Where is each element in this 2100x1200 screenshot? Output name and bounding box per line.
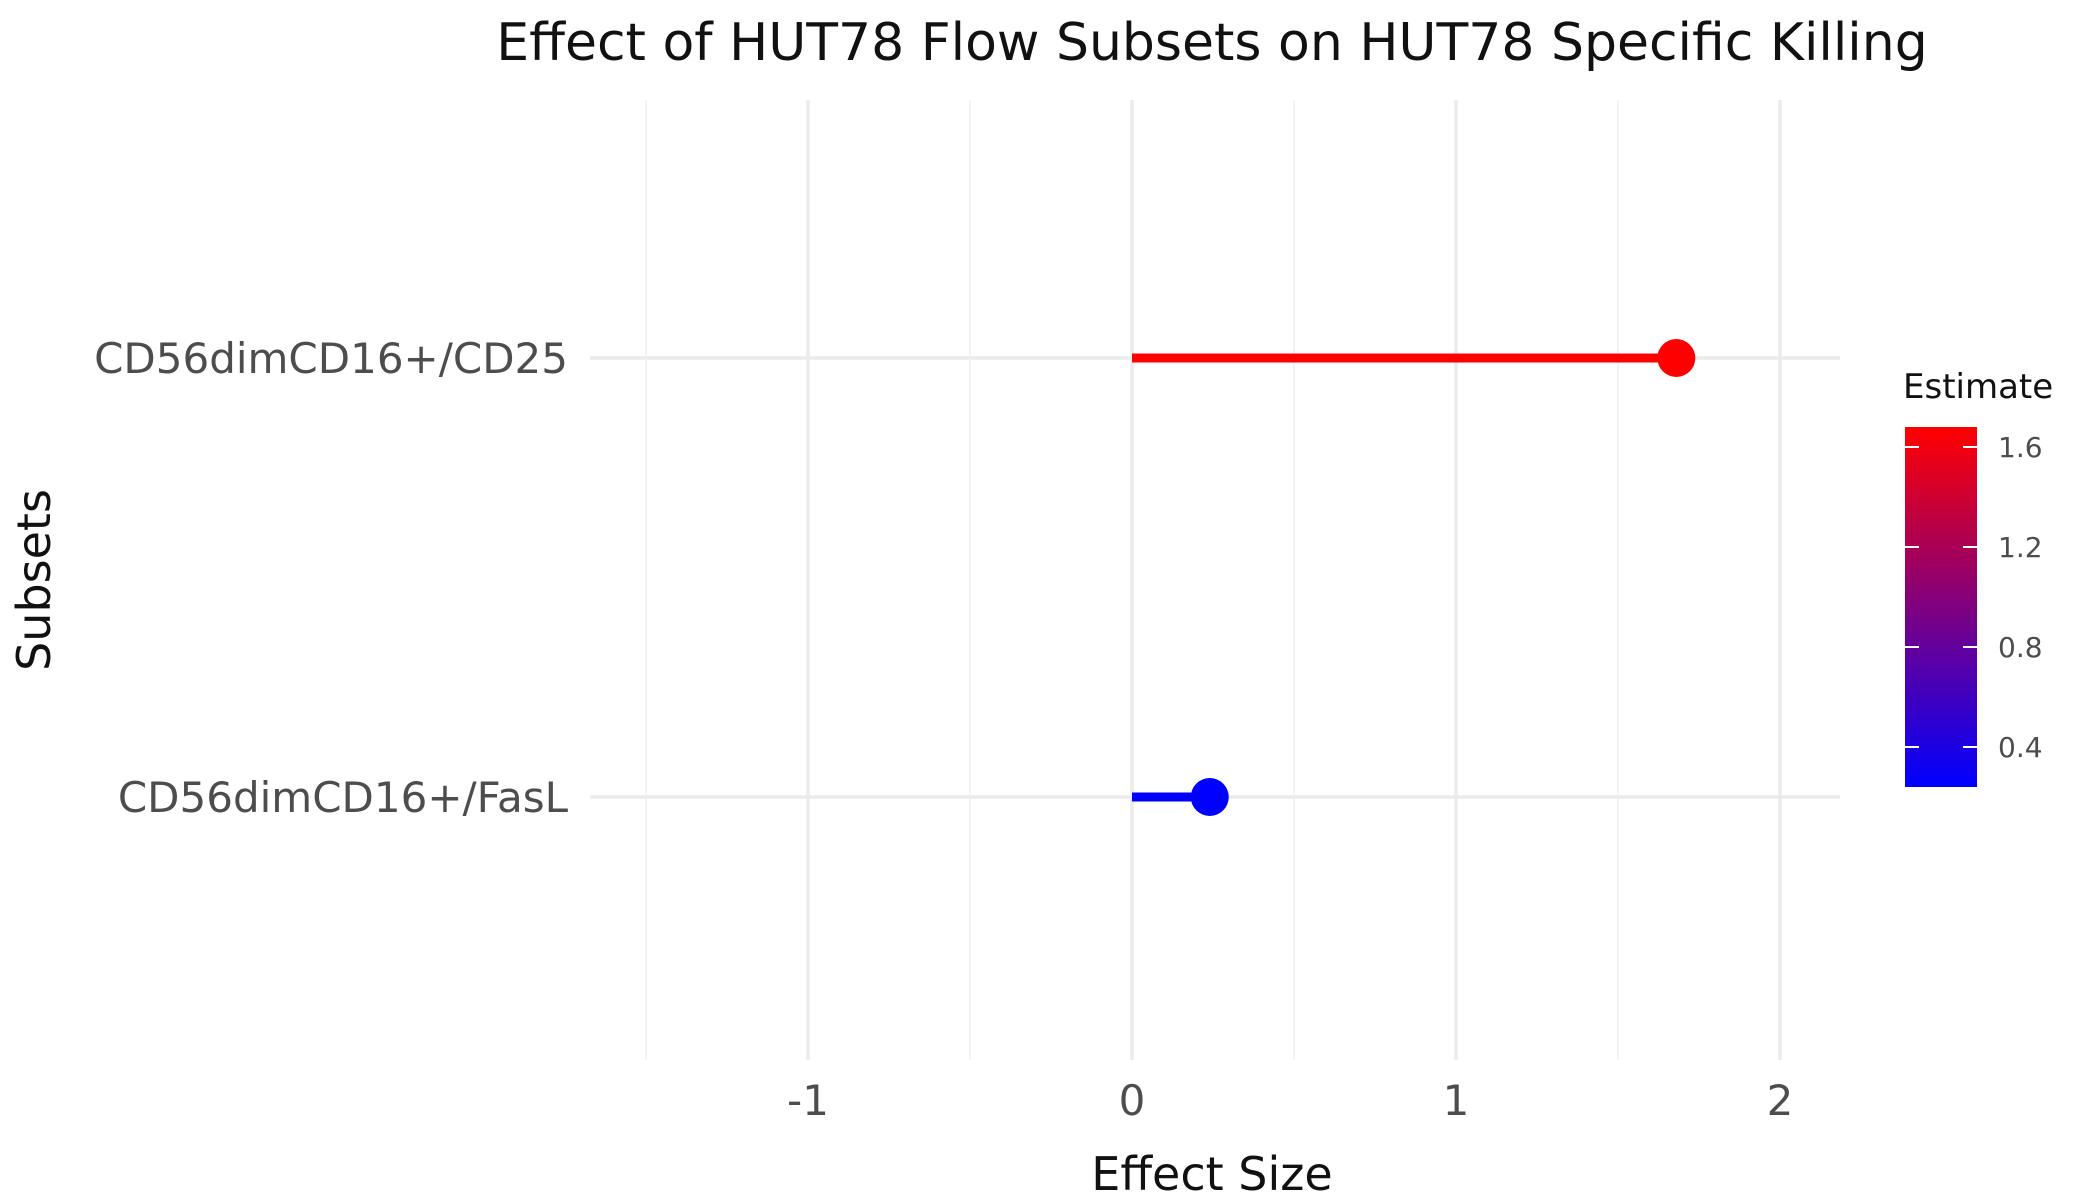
x-tick-labels: -1 0 1 2 xyxy=(787,1076,1793,1125)
legend-tick-label: 1.2 xyxy=(1998,531,2043,564)
x-tick-label: 1 xyxy=(1443,1076,1470,1125)
x-axis-title: Effect Size xyxy=(1091,1147,1332,1200)
chart-title: Effect of HUT78 Flow Subsets on HUT78 Sp… xyxy=(496,13,1927,73)
grid xyxy=(590,100,1840,1060)
y-tick-label: CD56dimCD16+/FasL xyxy=(118,773,569,822)
data-marks xyxy=(1132,339,1696,816)
legend-tick-label: 1.6 xyxy=(1998,431,2043,464)
y-axis-title: Subsets xyxy=(7,489,61,671)
lollipop-point xyxy=(1190,778,1229,816)
legend-ticks: 1.6 1.2 0.8 0.4 xyxy=(1905,431,2043,764)
legend: Estimate 1.6 1.2 0.8 0.4 xyxy=(1903,367,2053,787)
x-tick-label: -1 xyxy=(787,1076,829,1125)
lollipop-point xyxy=(1657,339,1696,377)
y-tick-labels: CD56dimCD16+/CD25 CD56dimCD16+/FasL xyxy=(94,334,569,822)
legend-tick-label: 0.4 xyxy=(1998,731,2043,764)
x-tick-label: 2 xyxy=(1767,1076,1794,1125)
x-tick-label: 0 xyxy=(1119,1076,1146,1125)
legend-tick-label: 0.8 xyxy=(1998,631,2043,664)
legend-title: Estimate xyxy=(1903,367,2053,407)
y-tick-label: CD56dimCD16+/CD25 xyxy=(94,334,568,383)
legend-colorbar xyxy=(1905,427,1977,787)
